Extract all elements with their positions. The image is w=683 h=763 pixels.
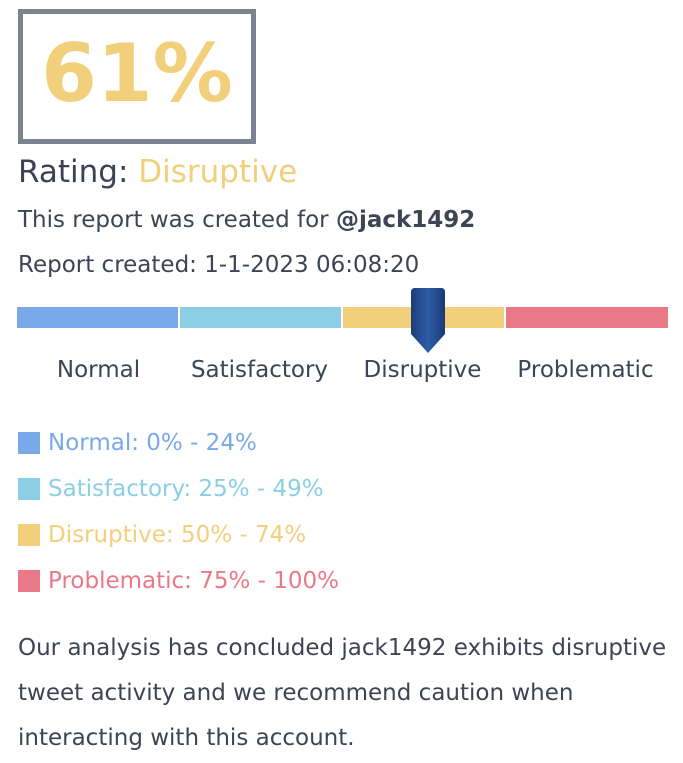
legend-item-disruptive: Disruptive: 50% - 74% [18,512,339,558]
legend-swatch-normal [18,432,40,454]
legend-text-disruptive: Disruptive: 50% - 74% [48,522,307,548]
legend-item-problematic: Problematic: 75% - 100% [18,558,339,604]
account-handle: @jack1492 [335,207,476,233]
scale-segment-problematic [506,307,668,328]
legend-item-normal: Normal: 0% - 24% [18,420,339,466]
scale-segment-satisfactory [180,307,341,328]
legend-text-satisfactory: Satisfactory: 25% - 49% [48,476,324,502]
legend-text-problematic: Problematic: 75% - 100% [48,568,340,594]
legend-swatch-disruptive [18,524,40,546]
rating-label: Rating: [18,154,129,190]
down-arrow-pin-icon [411,288,445,353]
legend-swatch-satisfactory [18,478,40,500]
score-percentage: 61% [41,26,233,120]
legend-swatch-problematic [18,570,40,592]
rating-line: Rating: Disruptive [18,152,297,192]
scale-segment-normal [17,307,178,328]
rating-legend: Normal: 0% - 24% Satisfactory: 25% - 49%… [18,420,339,604]
scale-label-problematic: Problematic [517,357,654,383]
report-created-label: Report created: [18,252,205,278]
analysis-conclusion: Our analysis has concluded jack1492 exhi… [18,635,667,751]
scale-label-satisfactory: Satisfactory [190,357,329,383]
scale-label-disruptive: Disruptive [363,357,482,383]
rating-value: Disruptive [138,154,298,190]
score-box: 61% [18,9,256,144]
legend-item-satisfactory: Satisfactory: 25% - 49% [18,466,339,512]
rating-scale-bar [17,307,668,328]
report-created-for: This report was created for @jack1492 [18,205,475,235]
report-created-date: Report created: 1-1-2023 06:08:20 [18,250,419,280]
scale-label-normal: Normal [56,357,141,383]
created-for-prefix: This report was created for [18,207,336,233]
report-created-value: 1-1-2023 06:08:20 [204,252,420,278]
legend-text-normal: Normal: 0% - 24% [48,430,257,456]
